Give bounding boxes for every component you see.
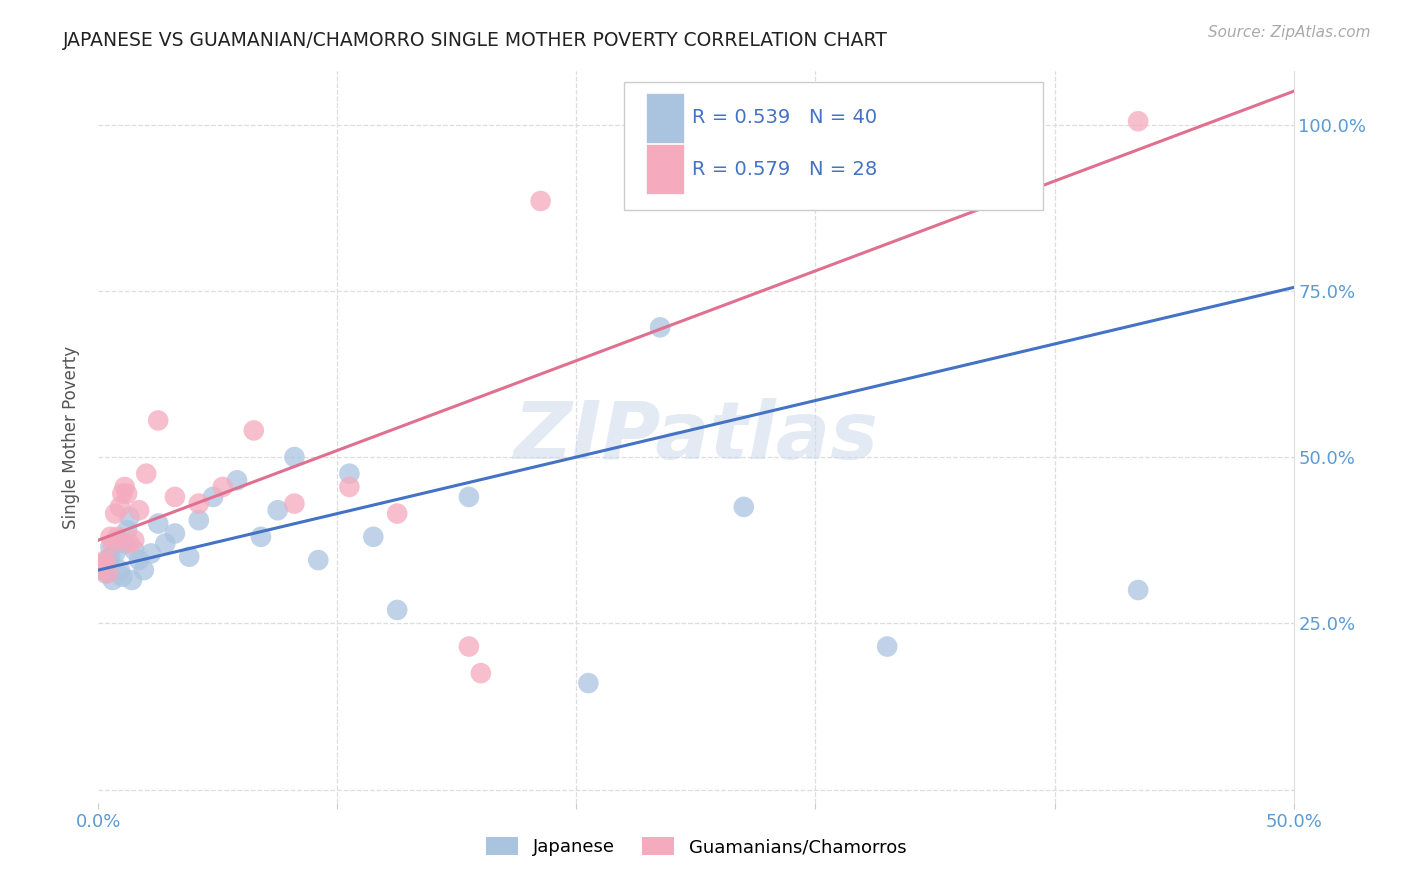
Point — [339, 467, 361, 481]
FancyBboxPatch shape — [645, 144, 685, 194]
Point — [250, 530, 273, 544]
Point — [226, 473, 249, 487]
Point — [339, 480, 361, 494]
Point — [124, 533, 146, 548]
Y-axis label: Single Mother Poverty: Single Mother Poverty — [62, 345, 80, 529]
Point — [148, 413, 170, 427]
Point — [104, 546, 127, 560]
Point — [115, 486, 138, 500]
Point — [385, 507, 409, 521]
Point — [733, 500, 755, 514]
Point — [121, 573, 143, 587]
Point — [90, 563, 112, 577]
Point — [90, 559, 112, 574]
Point — [578, 676, 600, 690]
Point — [458, 640, 481, 654]
Point — [98, 540, 122, 554]
Point — [91, 557, 114, 571]
Point — [97, 553, 120, 567]
Point — [114, 536, 136, 550]
Point — [108, 563, 131, 577]
Point — [283, 497, 305, 511]
Point — [132, 563, 155, 577]
Point — [124, 543, 146, 558]
Point — [211, 480, 233, 494]
Point — [107, 533, 129, 548]
Point — [128, 503, 150, 517]
Point — [243, 424, 266, 438]
Point — [1128, 582, 1150, 597]
Point — [139, 546, 162, 560]
Point — [1128, 114, 1150, 128]
Point — [98, 530, 122, 544]
Point — [97, 566, 120, 581]
Text: JAPANESE VS GUAMANIAN/CHAMORRO SINGLE MOTHER POVERTY CORRELATION CHART: JAPANESE VS GUAMANIAN/CHAMORRO SINGLE MO… — [63, 31, 889, 50]
Point — [135, 467, 157, 481]
Point — [163, 526, 186, 541]
Point — [385, 603, 409, 617]
Point — [98, 549, 122, 564]
Point — [114, 480, 136, 494]
Point — [118, 509, 141, 524]
Text: Source: ZipAtlas.com: Source: ZipAtlas.com — [1208, 25, 1371, 40]
FancyBboxPatch shape — [645, 93, 685, 143]
Point — [458, 490, 481, 504]
Point — [470, 666, 492, 681]
Point — [128, 553, 150, 567]
Point — [155, 536, 177, 550]
Point — [94, 553, 117, 567]
Point — [94, 563, 117, 577]
Point — [307, 553, 329, 567]
Point — [118, 536, 141, 550]
Point — [94, 566, 117, 581]
Point — [363, 530, 385, 544]
Point — [148, 516, 170, 531]
Point — [91, 557, 114, 571]
Point — [187, 513, 209, 527]
Point — [179, 549, 201, 564]
Point — [115, 523, 138, 537]
Point — [111, 570, 134, 584]
Point — [101, 536, 124, 550]
Text: ZIPatlas: ZIPatlas — [513, 398, 879, 476]
Point — [283, 450, 305, 464]
Point — [530, 194, 553, 208]
Point — [108, 500, 131, 514]
Point — [202, 490, 225, 504]
Point — [187, 497, 209, 511]
Point — [104, 507, 127, 521]
Text: R = 0.579   N = 28: R = 0.579 N = 28 — [692, 160, 877, 178]
Point — [267, 503, 290, 517]
Text: R = 0.539   N = 40: R = 0.539 N = 40 — [692, 108, 877, 128]
Point — [648, 320, 672, 334]
FancyBboxPatch shape — [624, 82, 1043, 211]
Legend: Japanese, Guamanians/Chamorros: Japanese, Guamanians/Chamorros — [478, 830, 914, 863]
Point — [107, 530, 129, 544]
Point — [101, 573, 124, 587]
Point — [876, 640, 898, 654]
Point — [111, 486, 134, 500]
Point — [163, 490, 186, 504]
